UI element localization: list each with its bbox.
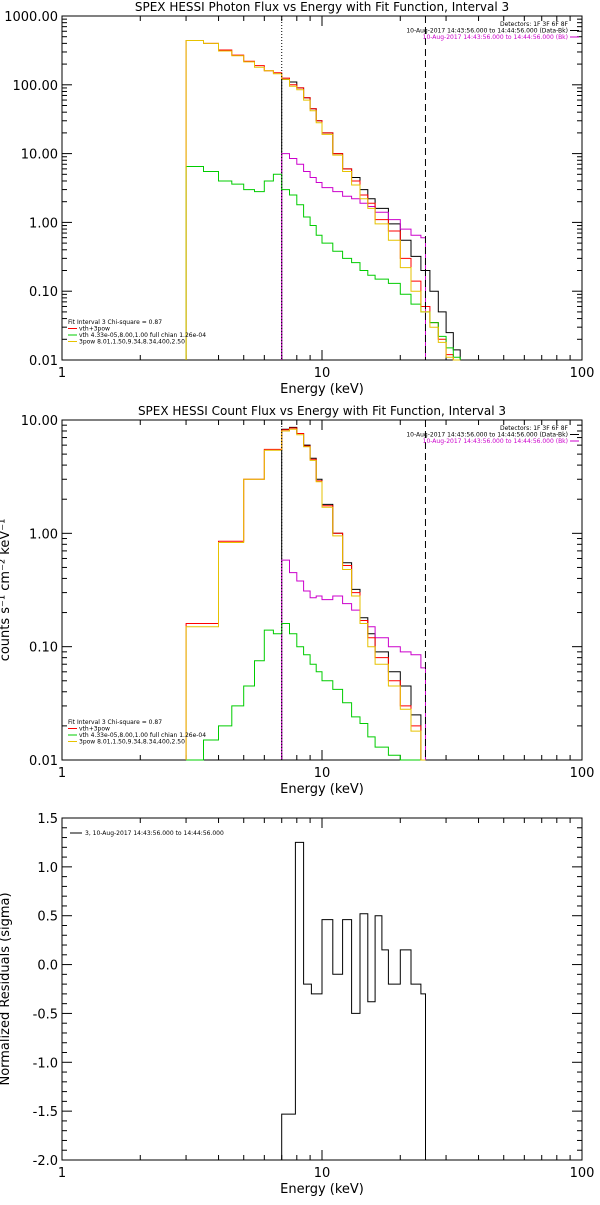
info-line: 10-Aug-2017 14:43:56.000 to 14:44:56.000… [423, 34, 568, 41]
y-tick-label: 10.00 [21, 414, 58, 429]
x-tick-label: 10 [314, 1166, 331, 1181]
y-axis-label: Normalized Residuals (sigma) [0, 892, 13, 1085]
x-tick-label: 10 [314, 366, 331, 381]
y-tick-label: 0.01 [29, 354, 58, 369]
fit-legend-entry: vth 4.33e-05,8.00,1.00 full chian 1.26e-… [79, 732, 206, 739]
chart-title: SPEX HESSI Count Flux vs Energy with Fit… [138, 404, 506, 418]
y-tick-label: 1.0 [37, 861, 58, 876]
y-tick-label: 10.00 [21, 148, 58, 163]
chart-title: SPEX HESSI Photon Flux vs Energy with Fi… [135, 0, 509, 14]
series-bk [281, 153, 426, 360]
fit-legend-entry: vth+3pow [79, 326, 110, 333]
y-tick-label: 0.10 [29, 641, 58, 656]
y-tick-label: -1.5 [33, 1105, 58, 1120]
x-axis-label: Energy (keV) [280, 782, 364, 797]
fit-legend-entry: 3pow 8.01,1.50,9.34,8.34,400,2.50 [79, 739, 185, 746]
y-tick-label: 100.00 [13, 79, 59, 94]
info-line: Detectors: 1F 3F 6F 8F [500, 21, 569, 28]
info-line: 10-Aug-2017 14:43:56.000 to 14:44:56.000… [406, 432, 568, 439]
x-tick-label: 100 [570, 366, 595, 381]
y-tick-label: 0.01 [29, 754, 58, 769]
fit-legend-entry: vth+3pow [79, 726, 110, 733]
series-vth [186, 623, 426, 761]
y-tick-label: 1000.00 [4, 10, 58, 25]
series-data [281, 426, 426, 761]
series-residuals [281, 841, 426, 1160]
x-tick-label: 10 [314, 766, 331, 781]
x-tick-label: 1 [58, 766, 66, 781]
fit-legend-entry: vth 4.33e-05,8.00,1.00 full chian 1.26e-… [79, 332, 206, 339]
y-tick-label: 1.5 [37, 812, 58, 827]
y-tick-label: -1.0 [33, 1056, 58, 1071]
series-total_fit [185, 40, 461, 361]
info-line: 10-Aug-2017 14:43:56.000 to 14:44:56.000… [423, 438, 568, 445]
fit-legend-header: Fit Interval 3 Chi-square = 0.87 [68, 719, 162, 726]
series-data [281, 78, 461, 360]
y-axis-label: counts s⁻¹ cm⁻² keV⁻¹ [0, 519, 13, 662]
x-tick-label: 100 [570, 766, 595, 781]
x-tick-label: 1 [58, 1166, 66, 1181]
plot-frame [61, 419, 583, 761]
series-pow [185, 40, 461, 361]
y-tick-label: 1.00 [29, 527, 58, 542]
x-axis-label: Energy (keV) [280, 1182, 364, 1197]
y-tick-label: 1.00 [29, 216, 58, 231]
y-tick-label: 0.0 [37, 959, 58, 974]
info-line: Detectors: 1F 3F 6F 8F [500, 425, 569, 432]
residual-legend-entry: 3, 10-Aug-2017 14:43:56.000 to 14:44:56.… [85, 830, 224, 837]
fit-legend-entry: 3pow 8.01,1.50,9.34,8.34,400,2.50 [79, 339, 185, 346]
series-total_fit [185, 427, 426, 761]
series-bk [281, 559, 426, 760]
y-tick-label: -0.5 [33, 1007, 58, 1022]
series-pow [185, 428, 426, 761]
y-tick-label: 0.5 [37, 910, 58, 925]
info-line: 10-Aug-2017 14:43:56.000 to 14:44:56.000… [406, 28, 568, 35]
fit-legend-header: Fit Interval 3 Chi-square = 0.87 [68, 319, 162, 326]
y-tick-label: 0.10 [29, 285, 58, 300]
x-tick-label: 1 [58, 366, 66, 381]
series-vth [185, 166, 461, 360]
y-tick-label: -2.0 [33, 1154, 58, 1169]
x-tick-label: 100 [570, 1166, 595, 1181]
x-axis-label: Energy (keV) [280, 382, 364, 397]
